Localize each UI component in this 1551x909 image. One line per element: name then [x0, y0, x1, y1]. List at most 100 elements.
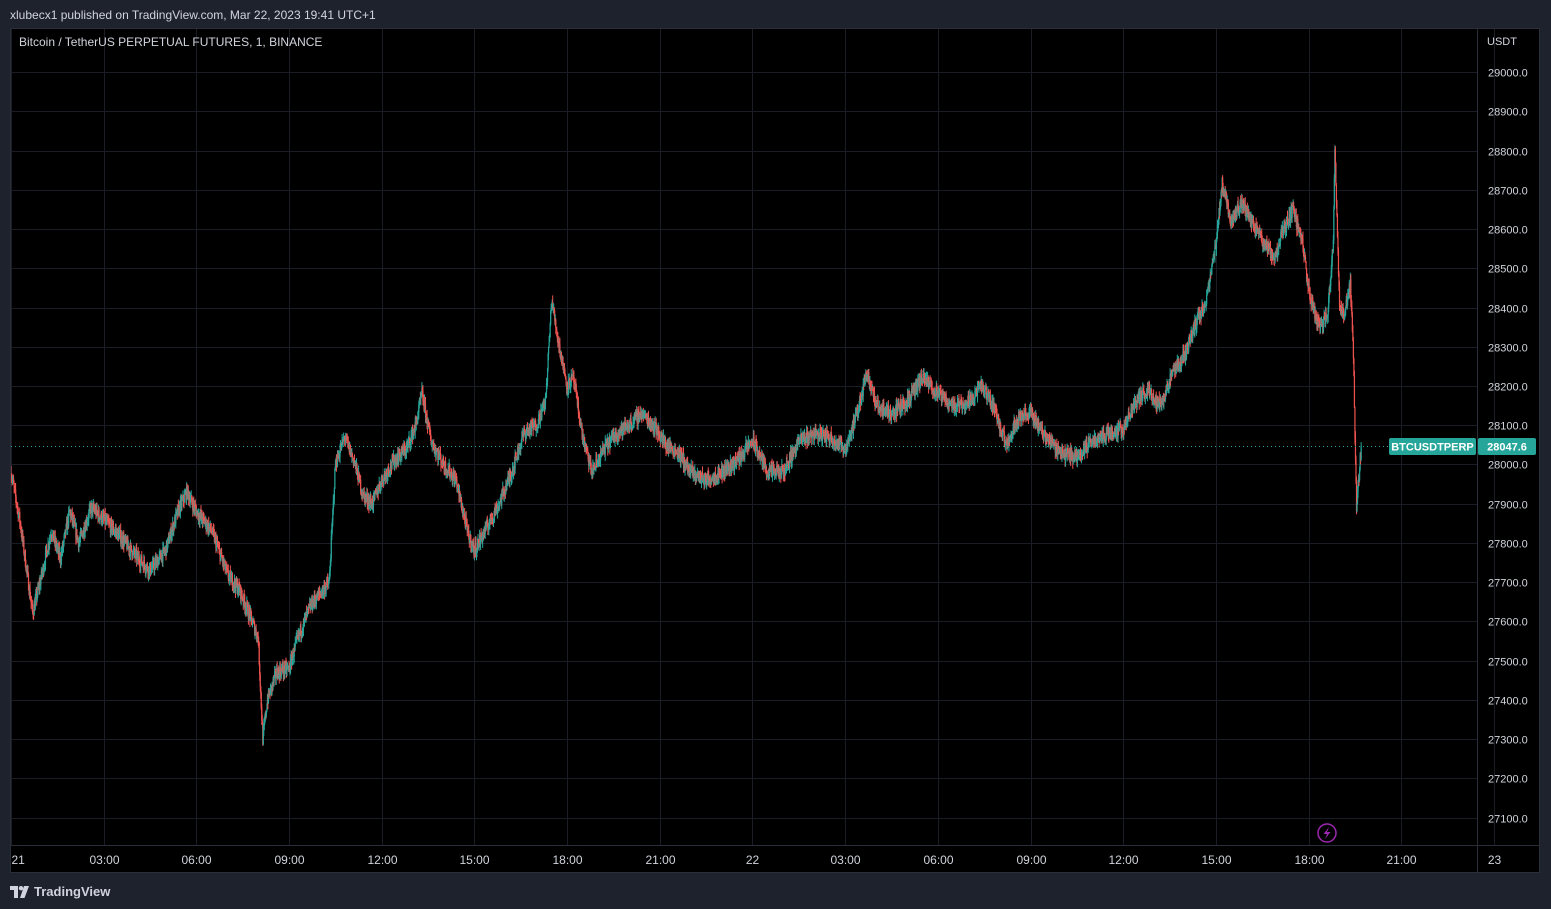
candle-body: [27, 570, 29, 575]
candle-body: [454, 475, 456, 481]
candle-body: [759, 455, 761, 459]
candle-body: [718, 470, 721, 472]
candle-body: [407, 442, 409, 447]
candle-body: [363, 492, 365, 494]
candlestick-chart[interactable]: USDT 29000.028900.028800.028700.028600.0…: [11, 29, 1539, 872]
candle-body: [465, 517, 467, 521]
candle-body: [663, 443, 666, 445]
candle-body: [678, 450, 680, 456]
candle-body: [872, 386, 874, 394]
candle-body: [488, 526, 490, 531]
candle-body: [1210, 274, 1212, 276]
candle-body: [265, 711, 267, 716]
candle-body: [518, 448, 520, 454]
candle-body: [1204, 305, 1206, 309]
chart-panel[interactable]: USDT 29000.0 28900.0 28800.0 28700.0 28600.0…: [10, 28, 1540, 873]
candle-body: [859, 398, 861, 400]
candle-body: [727, 466, 729, 472]
candle-body: [1273, 258, 1275, 260]
candle-body: [961, 401, 964, 410]
candle-body: [169, 535, 171, 541]
candle-body: [107, 520, 109, 522]
candle-body: [1197, 314, 1199, 317]
candle-body: [585, 444, 587, 448]
candle-body: [1229, 212, 1231, 221]
candle-body: [291, 658, 293, 665]
candle-body: [489, 519, 491, 524]
candle-body: [806, 432, 808, 434]
candle-body: [79, 532, 82, 539]
candle-body: [20, 529, 22, 534]
candle-body: [56, 547, 58, 549]
candle-body: [17, 507, 19, 509]
candle-body: [188, 492, 190, 500]
candle-body: [843, 450, 845, 454]
candle-body: [817, 433, 820, 440]
candle-body: [112, 525, 115, 532]
candle-body: [459, 490, 461, 500]
candle-body: [988, 398, 990, 402]
candle-body: [721, 466, 723, 477]
candle-body: [191, 501, 193, 505]
candle-body: [1193, 325, 1195, 327]
candle-body: [860, 399, 862, 405]
candle-body: [372, 494, 375, 507]
candle-body: [633, 417, 635, 423]
candle-body: [1277, 248, 1279, 254]
candle-body: [1206, 292, 1208, 295]
candle-body: [434, 447, 436, 453]
candle-body: [1261, 234, 1263, 243]
candle-body: [936, 385, 938, 392]
candle-body: [984, 388, 986, 390]
candle-body: [517, 447, 519, 456]
candle-body: [141, 555, 143, 564]
candle-body: [1154, 400, 1156, 403]
candle-body: [1137, 396, 1139, 400]
candle-body: [70, 515, 72, 519]
candle-body: [154, 562, 156, 570]
candle-body: [225, 569, 227, 571]
candle-body: [429, 424, 431, 432]
candle-body: [865, 372, 867, 377]
candle-body: [387, 467, 390, 472]
candle-body: [689, 470, 691, 473]
candle-body: [931, 388, 933, 390]
candle-body: [620, 431, 622, 433]
candles: [11, 145, 1362, 746]
candle-body: [89, 505, 91, 508]
candle-body: [575, 384, 577, 391]
candle-body: [1169, 374, 1171, 388]
candle-body: [1132, 404, 1134, 412]
candle-body: [525, 432, 527, 439]
candle-body: [1285, 219, 1288, 233]
candle-body: [303, 618, 306, 620]
candle-body: [1009, 439, 1011, 442]
candle-body: [545, 392, 547, 396]
candle-body: [1252, 221, 1254, 223]
candle-body: [1084, 450, 1086, 455]
candle-body: [408, 437, 411, 440]
candle-body: [1282, 228, 1284, 236]
candle-body: [1126, 421, 1128, 422]
candle-body: [808, 434, 810, 440]
candle-body: [908, 394, 911, 402]
candle-body: [53, 541, 55, 543]
candle-body: [358, 472, 360, 475]
candle-body: [1024, 409, 1027, 415]
candle-body: [643, 413, 645, 416]
candle-body: [346, 437, 348, 441]
candle-body: [218, 547, 220, 549]
candle-body: [804, 432, 806, 440]
candle-body: [599, 460, 601, 464]
candle-body: [658, 426, 660, 435]
candle-body: [425, 413, 427, 418]
candle-body: [700, 474, 702, 482]
candle-body: [121, 535, 123, 545]
candle-body: [663, 435, 665, 444]
candle-body: [1082, 453, 1084, 456]
candle-body: [539, 420, 541, 423]
candle-body: [1095, 436, 1097, 445]
candle-body: [366, 494, 368, 504]
candle-body: [250, 611, 252, 613]
candle-body: [638, 415, 640, 423]
